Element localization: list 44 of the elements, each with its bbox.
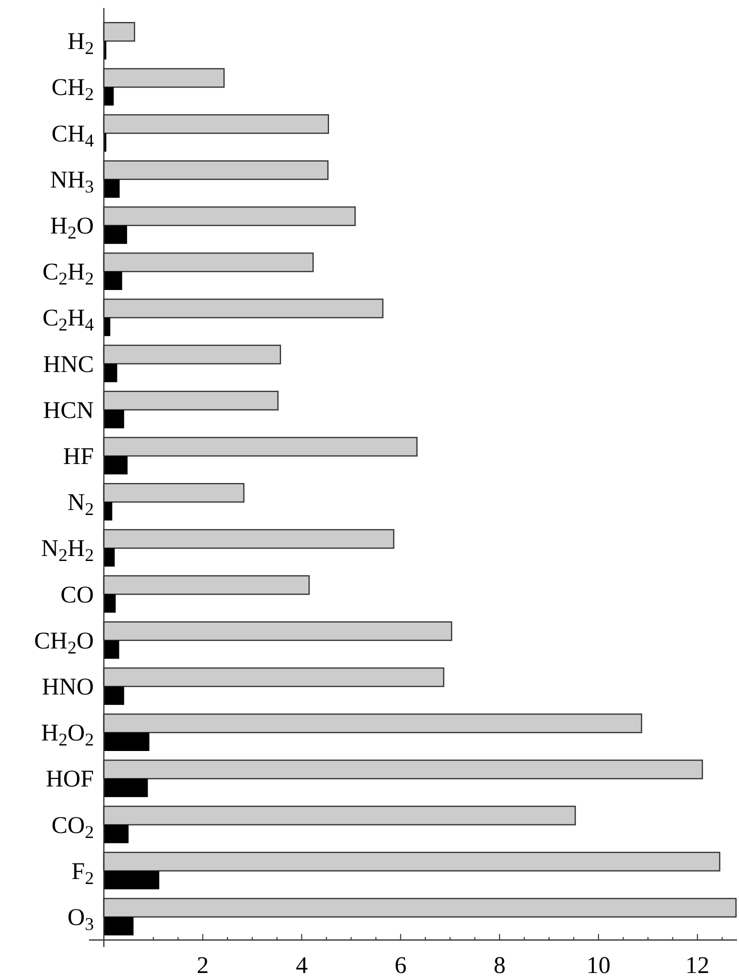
y-tick-label: CH$_{2}$O: [34, 628, 94, 657]
bar: [104, 456, 128, 474]
x-tick-label: 2: [196, 953, 209, 977]
bar: [104, 686, 124, 705]
bar: [104, 870, 160, 890]
y-tick-label: CO: [60, 582, 94, 608]
y-tick-label: HF: [63, 444, 94, 470]
y-tick-label: N$_{2}$: [67, 490, 94, 519]
bar: [104, 502, 112, 520]
x-tick-label: 10: [586, 953, 610, 977]
y-tick-label: H$_{2}$O: [50, 213, 94, 242]
bar: [104, 272, 122, 290]
y-tick-label: CH$_{4}$: [51, 121, 94, 150]
bar: [104, 179, 120, 198]
x-tick-label: 12: [685, 953, 710, 977]
y-tick-label: N$_{2}$H$_{2}$: [41, 536, 94, 565]
x-tick-label: 8: [494, 953, 506, 977]
bar: [104, 87, 114, 106]
y-tick-label: CH$_{2}$: [51, 75, 94, 104]
y-tick-label: HCN: [43, 398, 94, 424]
bar: [104, 824, 129, 844]
bar: [104, 318, 110, 336]
y-tick-label: HOF: [46, 766, 94, 793]
y-tick-label: NH$_{3}$: [50, 167, 94, 196]
bar: [104, 916, 134, 936]
x-tick-label: 4: [296, 953, 308, 977]
y-tick-label: O$_{3}$: [67, 904, 94, 934]
bar: [104, 732, 150, 751]
bar: [104, 410, 124, 428]
bar: [104, 548, 115, 567]
bar: [104, 364, 118, 382]
y-tick-label: H$_{2}$O$_{2}$: [41, 720, 94, 750]
bar: [104, 640, 120, 659]
y-tick-label: C$_{2}$H$_{4}$: [42, 306, 94, 334]
bar: [104, 594, 116, 613]
x-tick-label: 6: [394, 953, 407, 977]
bar: [104, 225, 128, 244]
y-tick-label: H$_{2}$: [67, 29, 94, 58]
bar: [104, 778, 148, 798]
y-tick-label: F$_{2}$: [71, 858, 94, 888]
y-tick-label: HNO: [42, 674, 94, 700]
y-tick-label: HNC: [43, 352, 94, 378]
y-tick-label: C$_{2}$H$_{2}$: [42, 260, 94, 288]
y-tick-label: CO$_{2}$: [51, 812, 94, 842]
